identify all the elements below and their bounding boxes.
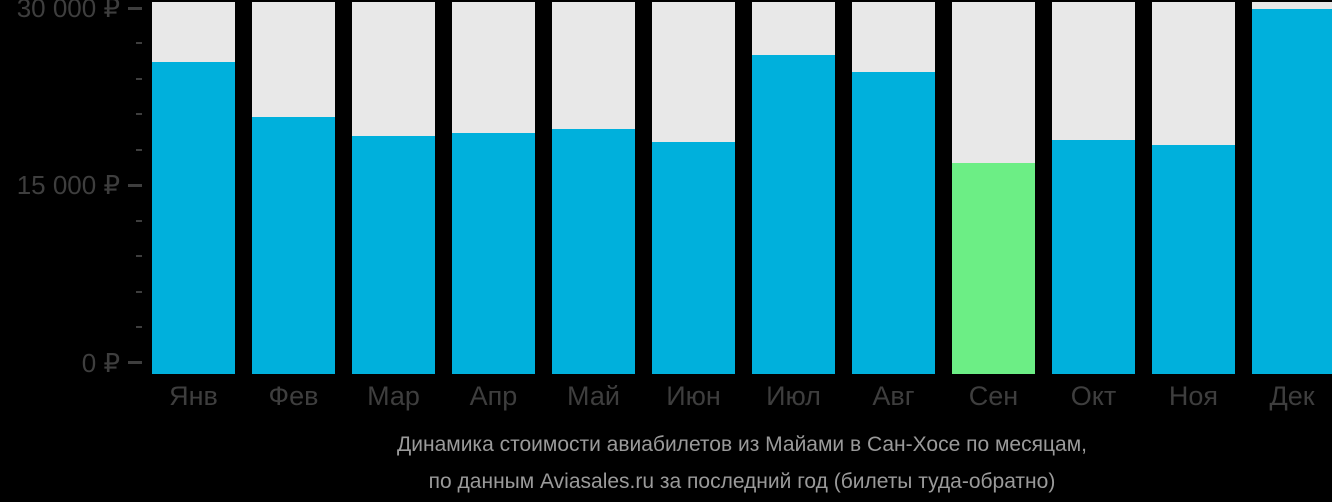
month-label: Окт (1070, 381, 1117, 411)
y-axis-major-tick (128, 6, 142, 10)
caption-line-1: Динамика стоимости авиабилетов из Майами… (397, 433, 1087, 456)
bar[interactable] (1152, 145, 1235, 374)
bar[interactable] (852, 71, 935, 374)
bar-column (1152, 0, 1235, 374)
bar-column (852, 0, 935, 374)
y-axis-minor-tick (136, 290, 142, 293)
month-label: Апр (469, 381, 518, 411)
month-label: Май (567, 381, 620, 411)
caption-line-2: по данным Aviasales.ru за последний год … (428, 470, 1056, 493)
month-label: Сен (968, 381, 1019, 411)
bar[interactable] (152, 62, 235, 374)
month-label: Янв (169, 381, 218, 411)
bar[interactable] (1252, 9, 1332, 374)
bar-column (152, 0, 235, 374)
month-label: Мар (367, 381, 420, 411)
y-axis-minor-tick (136, 255, 142, 258)
y-axis-minor-tick (136, 148, 142, 151)
bar[interactable] (452, 133, 535, 374)
y-axis-major-tick (128, 361, 142, 364)
month-label: Авг (872, 381, 915, 411)
month-label: Фев (268, 381, 319, 411)
bar-column (952, 0, 1035, 374)
bar-highlighted[interactable] (952, 162, 1035, 374)
y-axis-minor-tick (136, 42, 142, 45)
bar[interactable] (352, 135, 435, 374)
month-label: Июл (766, 381, 821, 411)
bar[interactable] (252, 116, 335, 374)
bar-column (452, 0, 535, 374)
bar-column (752, 0, 835, 374)
bar-column (552, 0, 635, 374)
bar[interactable] (752, 55, 835, 374)
y-axis-minor-tick (136, 219, 142, 222)
y-axis-minor-tick (136, 326, 142, 329)
y-axis-tick-label: 30 000 ₽ (16, 0, 120, 23)
bar[interactable] (1052, 140, 1135, 374)
bar-column (1252, 0, 1332, 374)
chart-caption: Динамика стоимости авиабилетов из Майами… (152, 426, 1332, 500)
bar-column (252, 0, 335, 374)
bar[interactable] (652, 141, 735, 374)
month-label: Дек (1269, 381, 1315, 411)
y-axis-tick-label: 0 ₽ (81, 347, 120, 378)
y-axis-tick-label: 15 000 ₽ (16, 170, 120, 201)
bar[interactable] (552, 128, 635, 374)
month-label: Ноя (1168, 381, 1219, 411)
bar-column (652, 0, 735, 374)
bar-column (1052, 0, 1135, 374)
month-label: Июн (666, 381, 721, 411)
y-axis-minor-tick (136, 77, 142, 80)
bar-column (352, 0, 435, 374)
y-axis-minor-tick (136, 113, 142, 116)
plot-area (152, 0, 1332, 374)
y-axis-major-tick (128, 183, 142, 187)
